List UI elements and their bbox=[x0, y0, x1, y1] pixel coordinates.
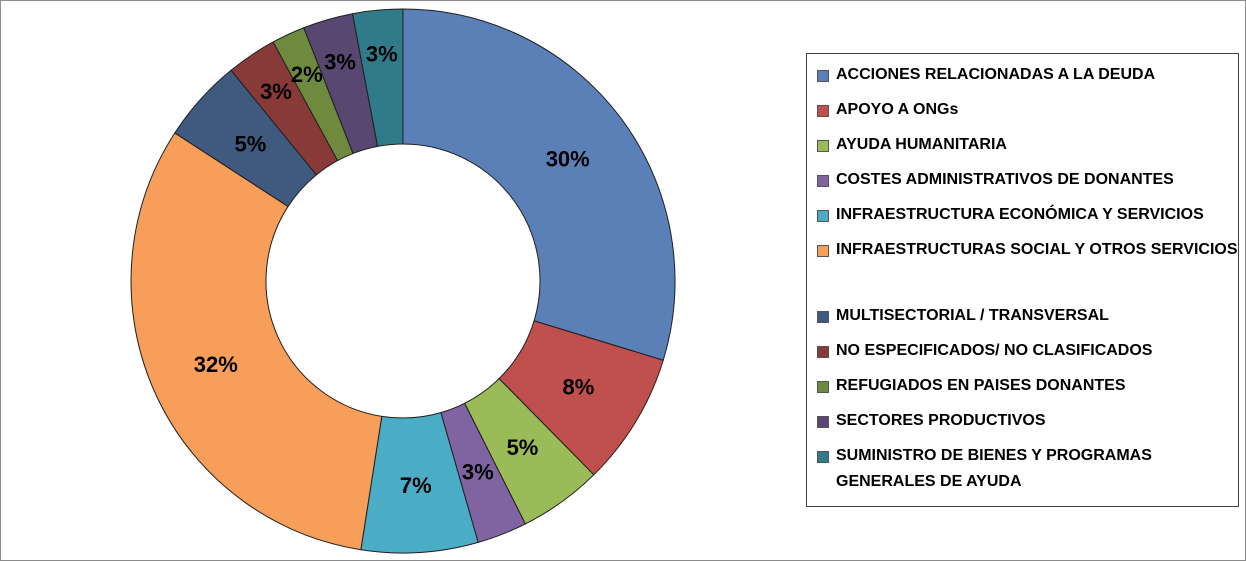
slice-value-label: 3% bbox=[260, 79, 292, 104]
legend-swatch bbox=[817, 311, 829, 323]
legend-swatch bbox=[817, 451, 829, 463]
legend-label: SECTORES PRODUCTIVOS bbox=[836, 412, 1046, 429]
legend-label: COSTES ADMINISTRATIVOS DE DONANTES bbox=[836, 171, 1174, 188]
legend-label: SUMINISTRO DE BIENES Y PROGRAMAS GENERAL… bbox=[836, 447, 1152, 490]
legend-swatch bbox=[817, 245, 829, 257]
slice-value-label: 5% bbox=[234, 132, 266, 157]
slice-suministro-de-bienes-y-programas-generales-de-ayuda bbox=[351, 8, 404, 147]
legend-swatch bbox=[817, 140, 829, 152]
legend-swatch bbox=[817, 70, 829, 82]
chart-legend: ACCIONES RELACIONADAS A LA DEUDA APOYO A … bbox=[806, 53, 1239, 507]
legend-label: REFUGIADOS EN PAISES DONANTES bbox=[836, 377, 1126, 394]
legend-swatch bbox=[817, 346, 829, 358]
legend-label: NO ESPECIFICADOS/ NO CLASIFICADOS bbox=[836, 342, 1153, 359]
legend-swatch bbox=[817, 416, 829, 428]
slice-value-label: 3% bbox=[366, 41, 398, 66]
donut-value-labels: 30%8%5%3%7%32%5%3%2% 3% 3% bbox=[194, 41, 594, 498]
slice-value-label: 2% bbox=[291, 62, 323, 87]
slice-value-label: 8% bbox=[562, 375, 594, 400]
slice-value-label: 7% bbox=[400, 473, 432, 498]
slice-value-label: 3% bbox=[462, 459, 494, 484]
legend-label: INFRAESTRUCTURA ECONÓMICA Y SERVICIOS bbox=[836, 206, 1204, 223]
legend-swatch bbox=[817, 175, 829, 187]
slice-value-label: 3% bbox=[324, 49, 356, 74]
legend-label: ACCIONES RELACIONADAS A LA DEUDA bbox=[836, 66, 1156, 83]
legend-swatch bbox=[817, 210, 829, 222]
legend-swatch bbox=[817, 381, 829, 393]
legend-label: AYUDA HUMANITARIA bbox=[836, 136, 1007, 153]
slice-value-label: 32% bbox=[194, 352, 238, 377]
slice-value-label: 5% bbox=[507, 435, 539, 460]
legend-label: APOYO A ONGs bbox=[836, 101, 959, 118]
legend-swatch bbox=[817, 105, 829, 117]
slice-infraestructuras-social-y-otros-servicios bbox=[130, 132, 383, 551]
donut-slices bbox=[130, 8, 676, 554]
slice-acciones-relacionadas-a-la-deuda bbox=[402, 8, 676, 361]
legend-label: INFRAESTRUCTURAS SOCIAL Y OTROS SERVICIO… bbox=[836, 241, 1238, 258]
slice-value-label: 30% bbox=[546, 146, 590, 171]
legend-label: MULTISECTORIAL / TRANSVERSAL bbox=[836, 307, 1109, 324]
